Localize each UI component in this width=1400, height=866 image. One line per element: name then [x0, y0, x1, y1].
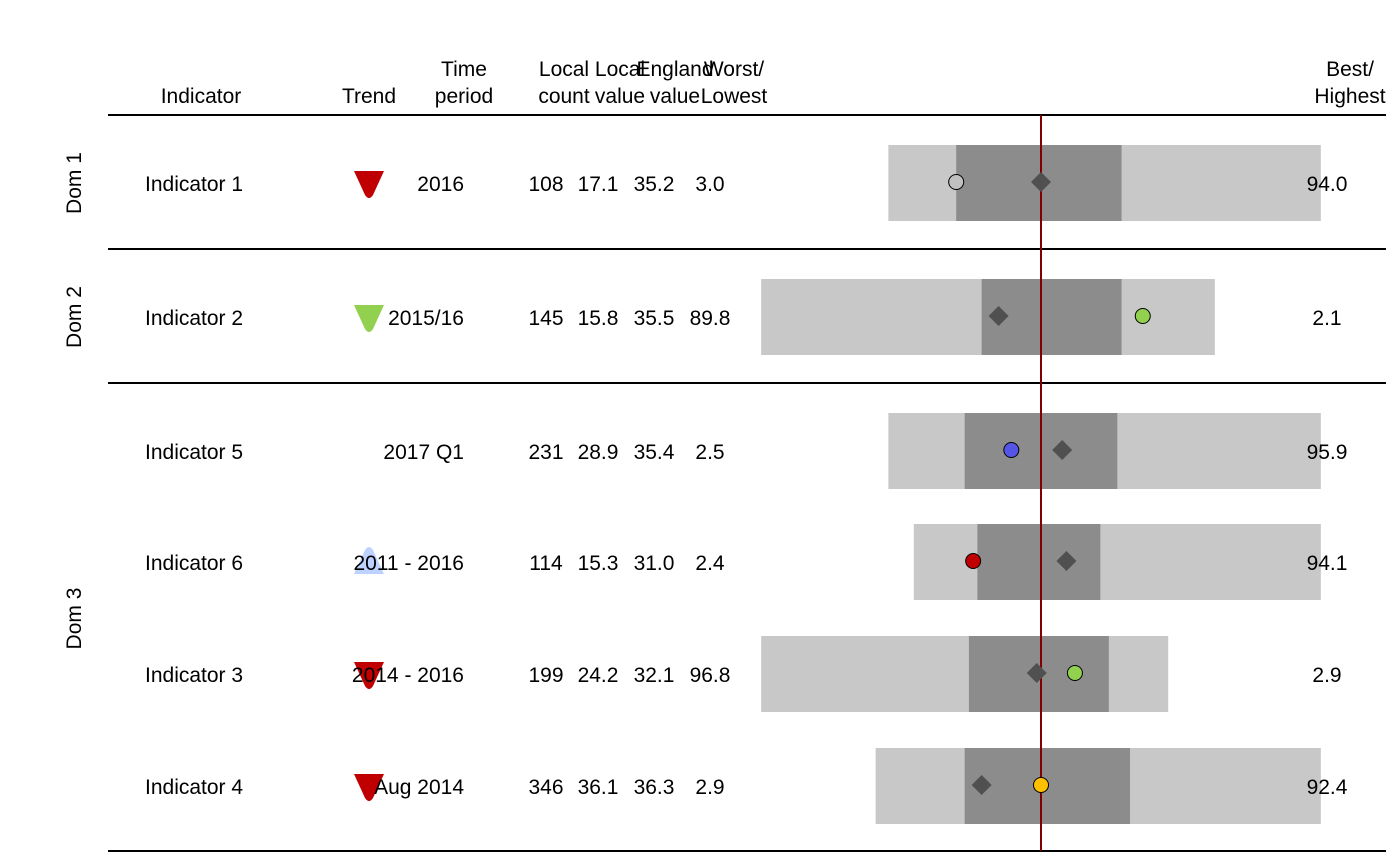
local-value-marker: [1134, 308, 1151, 324]
local-value: 36.1: [578, 776, 619, 799]
local-value-marker: [1033, 777, 1049, 793]
local-value: 15.8: [578, 307, 619, 330]
header-local-value-line1: Local: [595, 58, 645, 81]
trend-up-icon: [354, 547, 384, 574]
column-headers: Indicator Trend Time period Local count …: [161, 58, 1386, 108]
england-value-marker: [988, 306, 1009, 326]
indicator-label: Indicator 3: [145, 664, 243, 687]
local-count: 346: [528, 776, 563, 799]
header-time-period-line1: Time: [441, 58, 487, 81]
worst-value: 89.8: [690, 307, 731, 330]
local-value: 17.1: [578, 173, 619, 196]
header-worst-line1: Worst/: [704, 58, 764, 81]
time-period: 2014 - 2016: [352, 664, 464, 687]
england-value-marker: [1056, 551, 1077, 571]
trend-down-icon: [354, 662, 384, 689]
local-value-marker: [965, 553, 982, 569]
worst-value: 96.8: [690, 664, 731, 687]
indicator-label: Indicator 1: [145, 173, 243, 196]
domain-label: Dom 1: [63, 152, 86, 214]
indicator-label: Indicator 6: [145, 552, 243, 575]
indicator-label: Indicator 4: [145, 776, 243, 799]
domain-label: Dom 2: [63, 286, 86, 348]
england-value: 36.3: [634, 776, 675, 799]
domain-label: Dom 3: [63, 588, 86, 650]
local-count: 231: [528, 441, 563, 464]
local-value-marker: [1066, 665, 1083, 681]
local-value-marker: [948, 174, 965, 190]
header-local-count-line2: count: [538, 85, 590, 108]
header-england-value-line1: England: [636, 58, 713, 81]
best-value: 92.4: [1307, 776, 1348, 799]
time-period: Aug 2014: [374, 776, 464, 799]
indicator-label: Indicator 2: [145, 307, 243, 330]
local-count: 114: [529, 552, 563, 575]
trend-down-icon: [354, 305, 384, 332]
range-bar-inner: [977, 524, 1101, 600]
england-value: 35.5: [634, 307, 675, 330]
local-count: 145: [528, 307, 563, 330]
local-value: 24.2: [578, 664, 619, 687]
time-period: 2011 - 2016: [353, 552, 464, 575]
england-value: 31.0: [634, 552, 675, 575]
best-value: 94.1: [1307, 552, 1348, 575]
header-best-line1: Best/: [1326, 58, 1374, 81]
best-value: 2.1: [1312, 307, 1341, 330]
time-period: 2017 Q1: [383, 441, 464, 464]
header-local-count-line1: Local: [539, 58, 589, 81]
england-value: 35.4: [634, 441, 675, 464]
header-indicator: Indicator: [161, 85, 242, 108]
england-value-marker: [1026, 663, 1047, 683]
best-value: 94.0: [1307, 173, 1348, 196]
local-count: 108: [528, 173, 563, 196]
local-value-marker: [1003, 442, 1020, 458]
local-value: 28.9: [578, 441, 619, 464]
england-value: 32.1: [634, 664, 675, 687]
trend-down-icon: [354, 774, 384, 801]
best-value: 95.9: [1307, 441, 1348, 464]
time-period: 2015/16: [388, 307, 464, 330]
indicator-label: Indicator 5: [145, 441, 243, 464]
worst-value: 2.9: [695, 776, 724, 799]
trend-down-icon: [354, 171, 384, 198]
local-value: 15.3: [578, 552, 619, 575]
worst-value: 3.0: [695, 173, 724, 196]
england-value-marker: [971, 775, 992, 795]
header-best-line2: Highest: [1314, 85, 1385, 108]
header-trend: Trend: [342, 85, 396, 108]
best-value: 2.9: [1312, 664, 1341, 687]
england-value-marker: [1031, 172, 1051, 192]
england-value: 35.2: [634, 173, 675, 196]
header-local-value-line2: value: [595, 85, 645, 108]
local-count: 199: [528, 664, 563, 687]
worst-value: 2.5: [695, 441, 724, 464]
header-england-value-line2: value: [650, 85, 700, 108]
header-worst-line2: Lowest: [701, 85, 768, 108]
england-value-marker: [1052, 440, 1073, 460]
worst-value: 2.4: [695, 552, 725, 575]
time-period: 2016: [417, 173, 464, 196]
header-time-period-line2: period: [435, 85, 493, 108]
